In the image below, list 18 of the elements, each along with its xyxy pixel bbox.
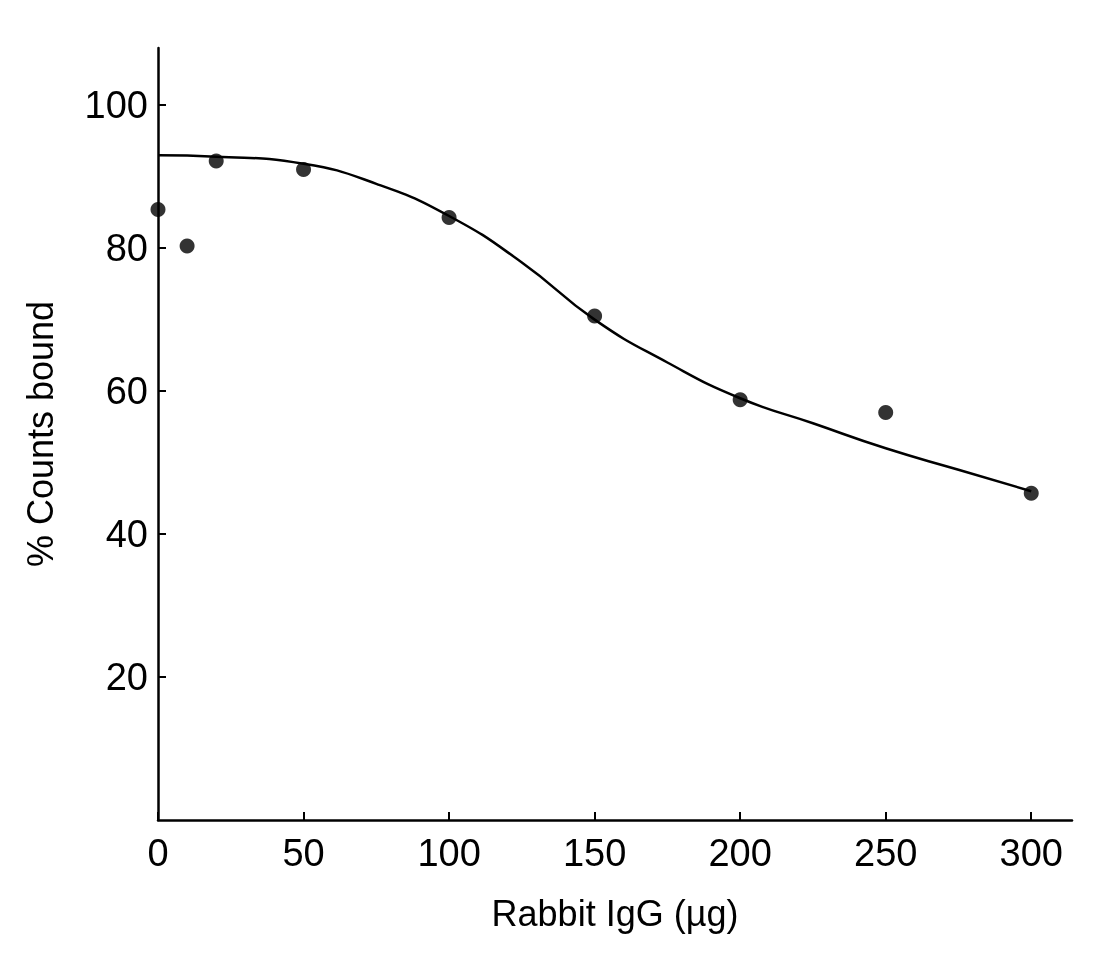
point	[878, 405, 894, 421]
point	[150, 202, 166, 218]
y-tick-label: 60	[105, 370, 148, 413]
x-tick-label: 50	[282, 832, 325, 874]
x-tick-label: 150	[562, 832, 627, 874]
y-tick-label: 40	[105, 513, 148, 556]
y-tick-label: 80	[105, 227, 148, 270]
x-tick-label: 300	[999, 832, 1063, 874]
x-axis-title: Rabbit IgG (µg)	[491, 892, 739, 934]
x-tick-label: 100	[417, 832, 481, 874]
y-axis-title: % Counts bound	[19, 300, 61, 568]
x-tick-label: 0	[147, 832, 169, 874]
y-tick-label: 20	[105, 656, 148, 699]
point	[179, 238, 195, 254]
y-tick-label: 100	[84, 84, 148, 127]
x-tick-label: 250	[854, 832, 918, 874]
point	[1023, 485, 1039, 501]
x-tick-label: 200	[708, 832, 772, 874]
